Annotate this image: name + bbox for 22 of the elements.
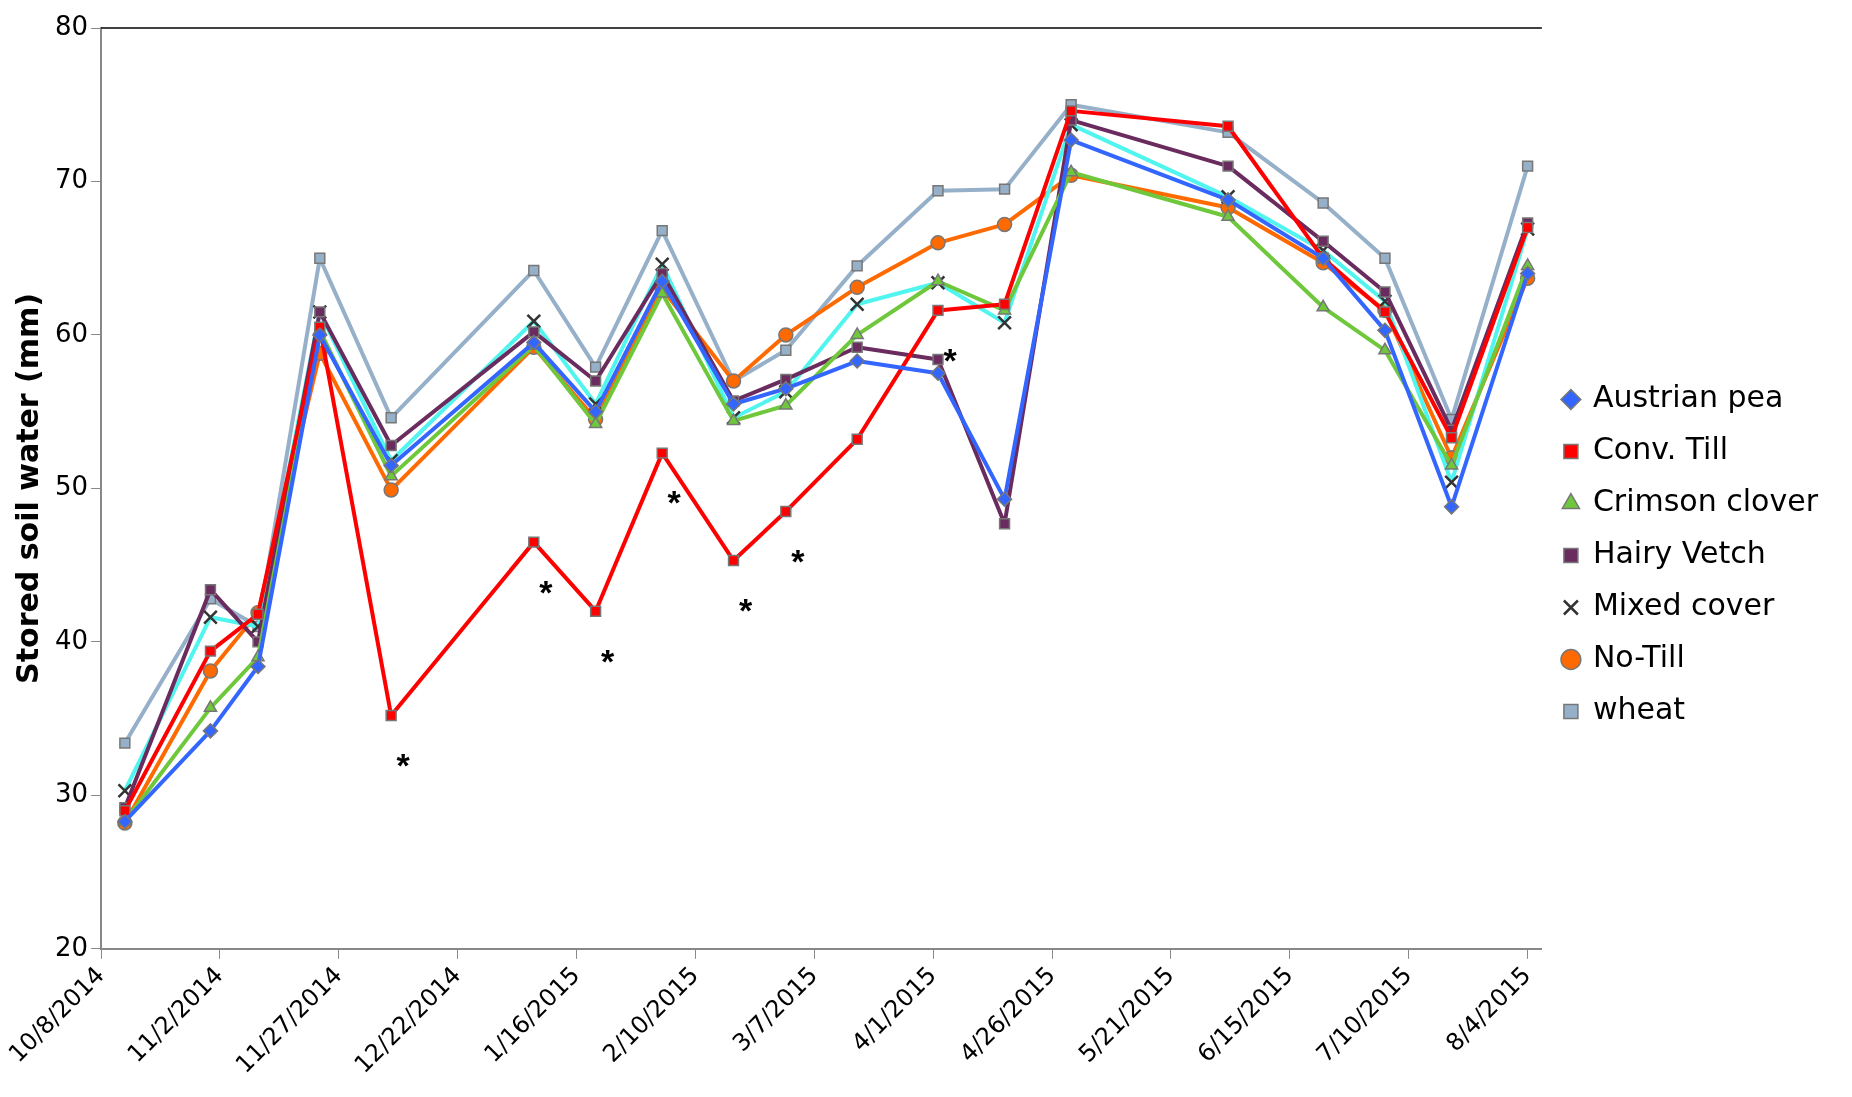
y-tick-label: 40 (54, 624, 89, 655)
y-tick-label: 60 (54, 317, 89, 348)
annotation: * (396, 745, 411, 784)
legend-label: Conv. Till (1592, 431, 1729, 467)
legend-label: No-Till (1592, 639, 1685, 675)
y-tick-label: 70 (54, 164, 89, 195)
y-tick-label: 50 (54, 471, 89, 502)
legend-label: Austrian pea (1592, 379, 1784, 415)
annotation: * (738, 590, 753, 629)
annotation: * (667, 483, 682, 522)
legend-label: Mixed cover (1592, 587, 1776, 623)
y-tick-label: 80 (54, 10, 89, 41)
annotation: * (601, 641, 615, 680)
y-tick-label: 20 (54, 931, 89, 962)
annotation: * (943, 340, 958, 379)
legend-label: Crimson clover (1592, 483, 1819, 519)
y-axis-title: Stored soil water (mm) (9, 292, 45, 684)
annotation: * (791, 541, 806, 580)
y-tick-label: 30 (54, 778, 89, 809)
legend-label: wheat (1592, 691, 1686, 727)
annotation: * (539, 572, 554, 611)
legend-label: Hairy Vetch (1592, 535, 1766, 571)
